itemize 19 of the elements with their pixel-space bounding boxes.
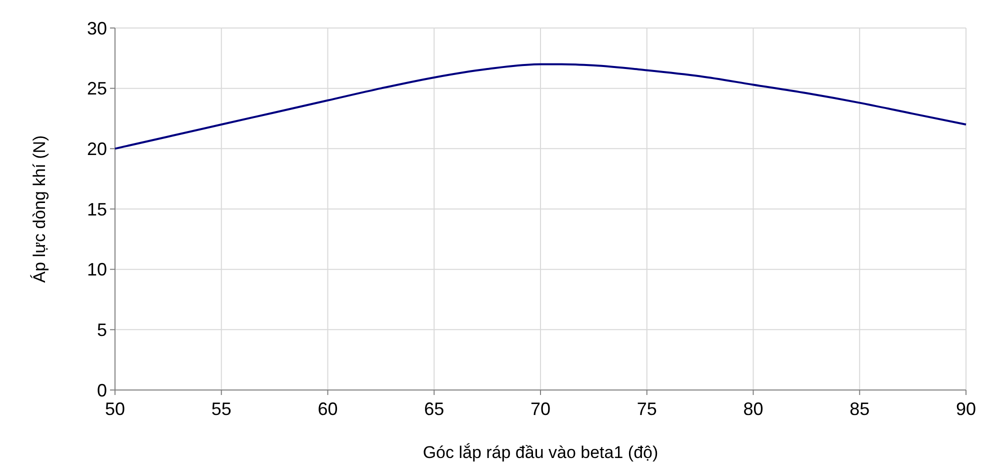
x-tick-label: 80 [743,399,764,419]
x-tick-label: 65 [424,399,444,419]
x-tick-label: 85 [850,399,870,419]
y-tick-label: 25 [86,78,107,99]
x-tick-label: 50 [104,399,126,419]
x-tick-label: 60 [318,399,338,419]
x-tick-label: 75 [636,399,657,419]
line-series [114,63,967,150]
x-tick-label: 90 [956,399,976,419]
y-tick-label: 30 [86,18,107,38]
y-tick-label: 20 [86,138,107,159]
y-tick-label: 5 [96,320,107,340]
y-tick-label: 0 [96,380,107,400]
x-tick-label: 55 [211,399,232,419]
y-tick-label: 10 [86,260,107,280]
y-tick-label: 15 [86,199,107,220]
x-tick-label: 70 [530,399,551,419]
x-axis-title: Góc lắp ráp đầu vào beta1 (độ) [422,443,658,462]
y-axis-title: Áp lực dòng khí (N) [30,135,49,283]
